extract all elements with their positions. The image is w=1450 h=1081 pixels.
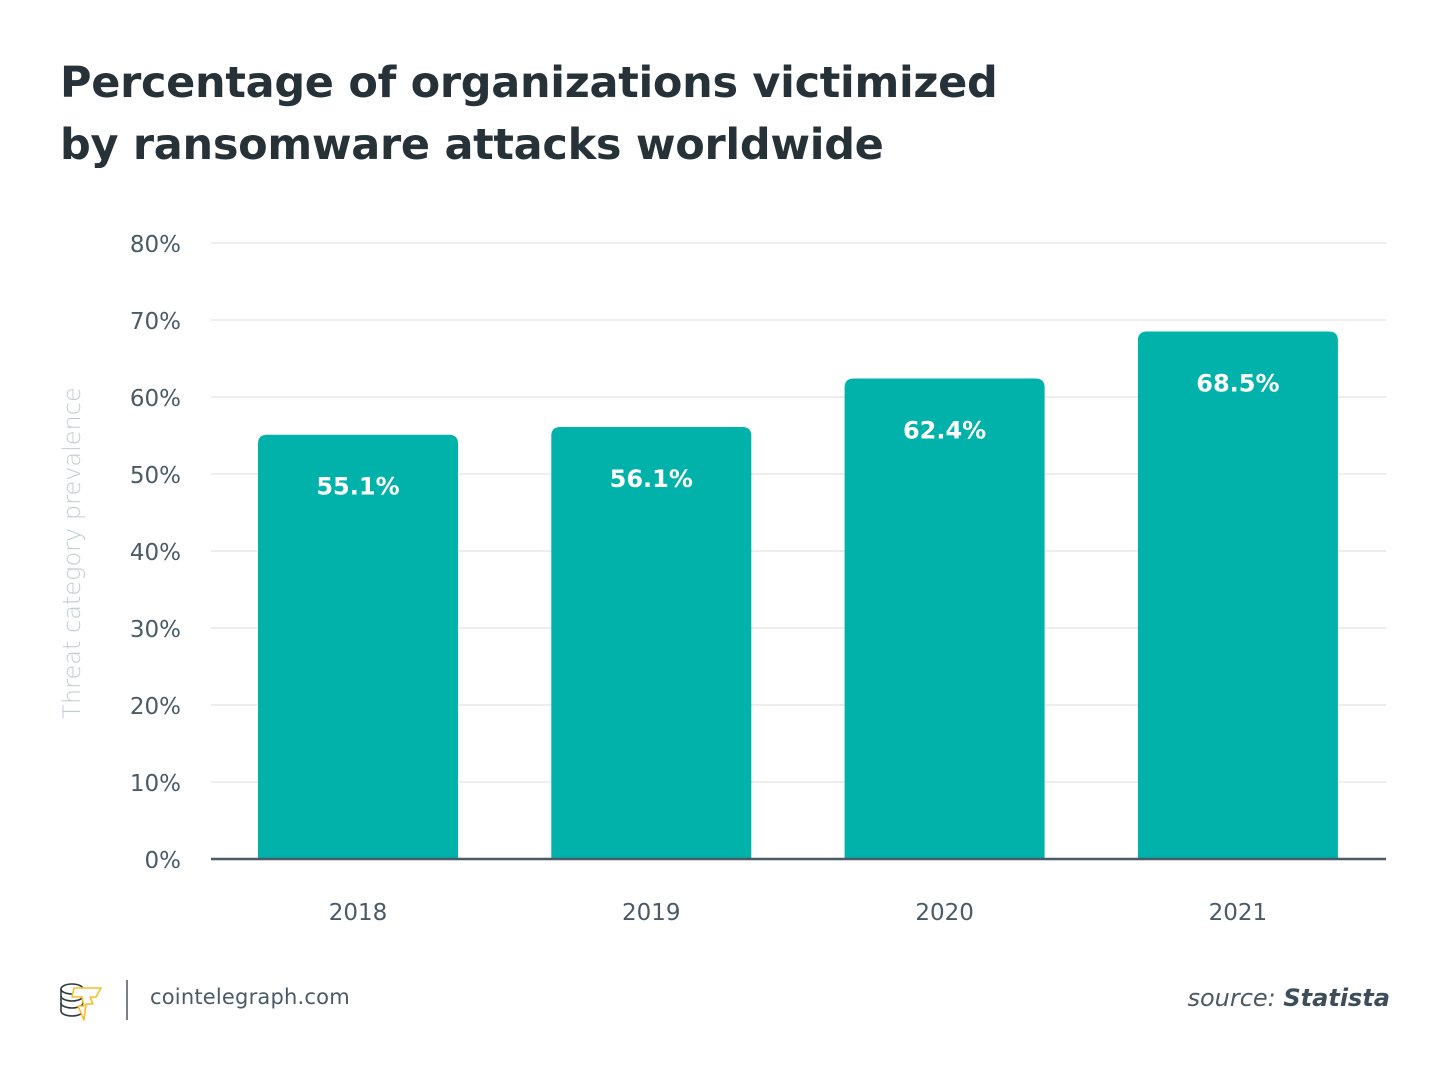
y-tick-label: 10% [130,771,181,797]
bar-2018 [258,434,458,859]
y-tick-label: 60% [130,386,181,412]
value-label: 56.1% [610,465,693,493]
bar-2021 [1137,331,1338,859]
x-tick-label: 2020 [915,900,974,926]
x-tick-label: 2018 [329,900,388,926]
bar-2020 [844,378,1045,859]
y-tick-label: 0% [145,848,182,874]
y-tick-label: 40% [130,540,181,566]
x-axis-ticks: 2018 2019 2020 2021 [329,900,1267,926]
footer-site-link[interactable]: cointelegraph.com [150,985,350,1009]
bar-chart: 0% 10% 20% 30% 40% 50% 60% 70% 80% Threat catego… [58,232,1386,926]
y-axis-label: Threat category prevalence [58,387,86,718]
x-tick-label: 2019 [622,900,681,926]
y-axis-ticks: 0% 10% 20% 30% 40% 50% 60% 70% 80% [130,232,181,874]
y-tick-label: 80% [130,232,181,258]
y-tick-label: 30% [130,617,181,643]
chart-title: Percentage of organizations victimized b… [60,52,1160,176]
bars [258,331,1338,859]
chart-title-line-2: by ransomware attacks worldwide [60,120,884,170]
value-label: 55.1% [316,473,399,501]
y-tick-label: 20% [130,694,181,720]
value-label: 62.4% [903,417,986,445]
x-tick-label: 2021 [1209,900,1268,926]
bar-2019 [551,427,752,859]
chart-title-line-1: Percentage of organizations victimized [60,58,998,108]
y-tick-label: 70% [130,309,181,335]
source-name: Statista [1283,984,1390,1012]
value-label: 68.5% [1196,370,1279,398]
footer-divider [126,980,128,1020]
y-tick-label: 50% [130,463,181,489]
source-label: source: [1187,984,1276,1012]
value-labels: 55.1% 56.1% 62.4% 68.5% [316,370,1279,501]
cointelegraph-logo-icon [58,980,104,1022]
source-attribution: source: Statista [1187,984,1390,1012]
